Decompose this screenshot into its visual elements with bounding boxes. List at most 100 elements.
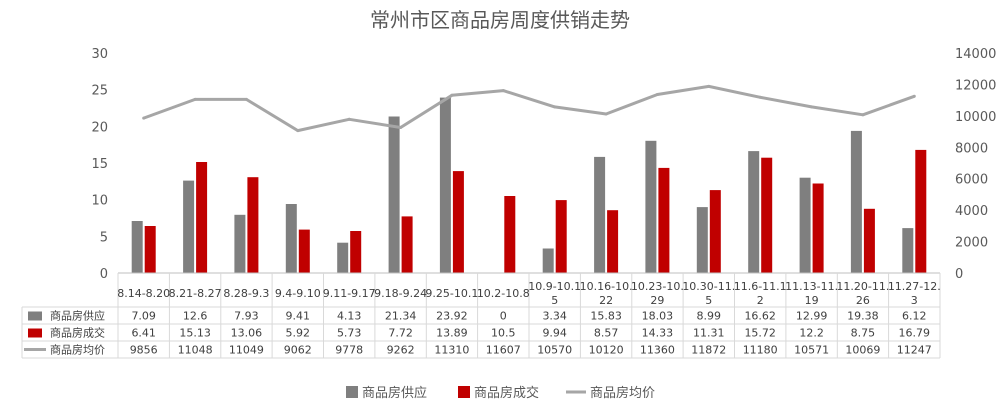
table-cell: 8.75 [851,327,876,340]
table-cell: 13.89 [436,327,468,340]
table-cell: 11180 [743,344,778,357]
table-cell: 16.79 [899,327,931,340]
bar-supply [902,228,914,273]
table-cell: 5.73 [337,327,362,340]
y-right-tick-label: 12000 [955,78,996,93]
price-point [193,97,197,101]
bar-supply [234,214,246,273]
axes: 0 5 10 15 20 25 30 0 2000 4000 6000 8000 10000 12000 1… [91,47,996,282]
bar-deal [196,162,208,273]
bar-deal [350,231,362,273]
legend: 商品房供应 商品房成交 商品房均价 [346,385,655,401]
y-left-tick-label: 20 [91,120,108,135]
bar-supply [645,140,657,273]
y-right-tick-label: 4000 [955,204,988,219]
bar-supply [131,221,143,273]
table-cell: 16.62 [744,310,776,323]
table-key-swatch [28,311,42,321]
table-cell: 15.72 [744,327,776,340]
category-label: 11.13-11. 19 [785,280,838,307]
price-point [553,105,557,109]
bar-supply [696,207,708,273]
legend-label: 商品房均价 [590,385,655,401]
price-series-line [143,84,915,133]
table-cell: 11310 [434,344,469,357]
table-cell: 9262 [387,344,415,357]
y-left-tick-label: 0 [100,267,108,282]
category-label: 10.16-10. 22 [580,280,633,307]
price-point [810,105,814,109]
category-label: 11.27-12. 3 [888,280,941,307]
table-cell: 9062 [284,344,312,357]
bar-deal [761,157,773,273]
bar-supply [183,180,195,273]
bar-deal [709,190,721,273]
bar-supply [439,97,451,273]
y-right-tick-label: 2000 [955,236,988,251]
y-right-tick-label: 0 [955,267,963,282]
bar-supply [799,177,811,273]
table-cell: 11247 [897,344,932,357]
bar-supply [594,156,606,273]
bar-deal [504,196,516,273]
table-cell: 9.94 [542,327,567,340]
price-point [604,112,608,116]
price-point [758,95,762,99]
category-label: 10.30-11. 5 [682,280,735,307]
table-cell: 8.57 [594,327,619,340]
bar-supply [337,242,349,273]
price-point [501,89,505,93]
y-left-tick-label: 30 [91,47,108,62]
bar-deal [607,210,619,273]
category-label: 11.20-11. 26 [836,280,889,307]
category-label: 8.21-8.27 [169,287,222,300]
table-cell: 11872 [691,344,726,357]
table-cell: 13.06 [231,327,263,340]
table-cell: 0 [500,310,507,323]
table-cell: 11607 [486,344,521,357]
category-label: 10.9-10.1 5 [528,280,581,307]
price-point [399,126,403,129]
bar-deal [401,216,413,273]
table-cell: 7.72 [388,327,413,340]
table-cell: 19.38 [847,310,879,323]
table-cell: 9.41 [286,310,311,323]
category-label: 9.18-9.24 [374,287,427,300]
table-cell: 10570 [537,344,572,357]
y-left-tick-label: 15 [91,157,108,172]
table-cell: 9856 [130,344,158,357]
bar-supply [850,130,862,273]
price-point [450,93,454,97]
table-cell: 3.34 [542,310,567,323]
chart-title: 常州市区商品房周度供销走势 [370,8,630,32]
data-table: 8.14-8.208.21-8.27 8.28-9.3 9.4-9.10 9.11-9… [21,272,941,359]
category-label: 9.4-9.10 [275,287,321,300]
table-cell: 10571 [794,344,829,357]
table-cell: 8.99 [697,310,722,323]
category-label: 8.14-8.20 [117,287,170,300]
table-cell: 7.93 [234,310,259,323]
table-cell: 4.13 [337,310,362,323]
category-label: 11.6-11.1 2 [734,280,787,307]
table-cell: 12.2 [799,327,824,340]
bar-deal [915,149,927,273]
table-cell: 6.12 [902,310,927,323]
table-cell: 10.5 [491,327,516,340]
price-point [707,84,711,88]
table-cell: 15.13 [179,327,211,340]
y-right-tick-label: 8000 [955,141,988,156]
y-right-tick-label: 10000 [955,110,996,125]
price-point [244,97,248,101]
table-cell: 7.09 [131,310,156,323]
table-cell: 10120 [589,344,624,357]
y-right-tick-label: 14000 [955,47,996,62]
table-cell: 6.41 [131,327,156,340]
legend-swatch [346,386,358,398]
price-point [912,94,916,98]
bar-deal [812,183,824,273]
table-cell: 9778 [335,344,363,357]
price-point [142,116,146,120]
table-cell: 11049 [229,344,264,357]
bar-deal [247,177,259,273]
